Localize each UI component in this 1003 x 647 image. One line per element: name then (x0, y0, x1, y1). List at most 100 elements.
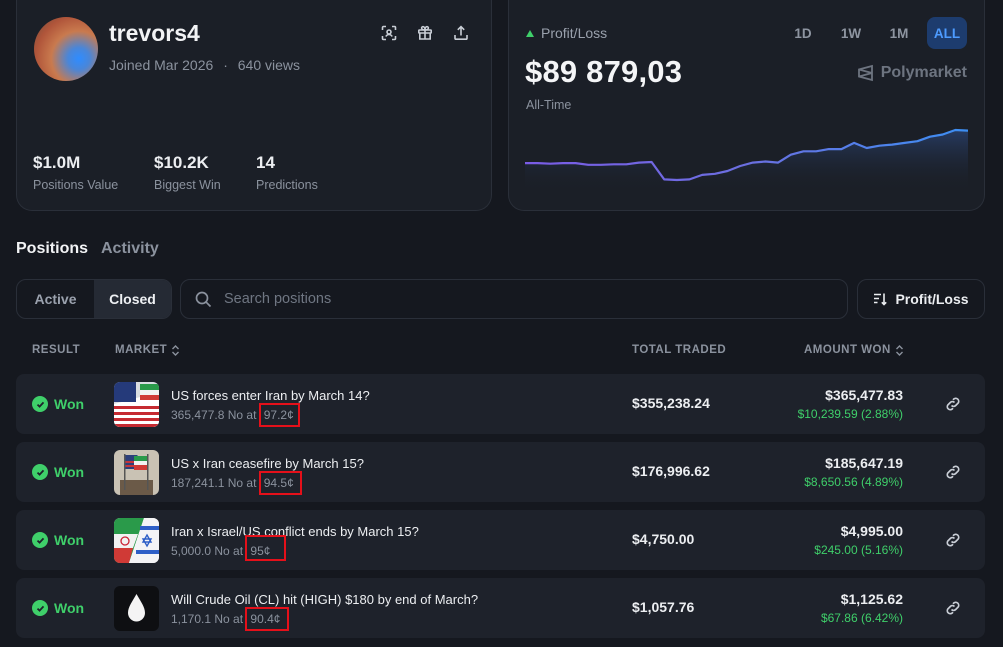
entry-price: 97.2¢ (258, 403, 300, 427)
position-detail: 187,241.1 No at 94.5¢ (171, 471, 302, 495)
total-traded: $4,750.00 (632, 531, 695, 547)
header-total-traded: TOTAL TRADED (632, 344, 727, 356)
profit-gain: $245.00 (5.16%) (814, 543, 903, 557)
result-won: Won (32, 396, 84, 412)
amount-won: $4,995.00 (840, 523, 903, 539)
range-1w[interactable]: 1W (840, 25, 862, 41)
pnl-card: Profit/Loss $89 879,03 All-Time 1D 1W 1M… (508, 0, 985, 211)
pnl-line (525, 128, 968, 182)
pnl-period: All-Time (526, 98, 572, 112)
highlight-box (258, 403, 300, 427)
username: trevors4 (109, 20, 200, 46)
amount-won: $185,647.19 (825, 455, 903, 471)
range-1m[interactable]: 1M (889, 25, 909, 41)
profit-gain: $8,650.56 (4.89%) (804, 475, 903, 489)
market-title[interactable]: Will Crude Oil (CL) hit (HIGH) $180 by e… (171, 592, 479, 607)
result-label: Won (54, 532, 85, 548)
link-icon[interactable] (944, 463, 962, 481)
scan-icon[interactable] (378, 22, 400, 44)
search-icon (195, 291, 212, 307)
highlight-box (245, 535, 287, 561)
stat-positions-value: $1.0M Positions Value (33, 153, 118, 192)
entry-price: 95¢ (245, 535, 287, 561)
share-count: 187,241.1 No at (171, 476, 257, 490)
sort-label: Profit/Loss (895, 291, 969, 307)
range-all[interactable]: ALL (927, 17, 967, 49)
link-icon[interactable] (944, 395, 962, 413)
tab-activity[interactable]: Activity (101, 240, 159, 257)
pnl-area (525, 130, 968, 192)
amount-won: $1,125.62 (840, 591, 903, 607)
market-thumbnail (114, 518, 159, 563)
polymarket-brand: Polymarket (857, 64, 967, 82)
market-title[interactable]: US x Iran ceasefire by March 15? (171, 456, 364, 471)
pnl-value: $89 879,03 (525, 54, 683, 89)
gift-icon[interactable] (414, 22, 436, 44)
sort-profit-loss-button[interactable]: Profit/Loss (857, 279, 985, 319)
stat-value: 14 (256, 153, 275, 172)
sort-icon (874, 293, 888, 306)
total-traded: $355,238.24 (632, 395, 710, 411)
sort-updown-icon (172, 344, 180, 356)
status-filter: Active Closed (16, 279, 172, 319)
profile-meta: Joined Mar 2026 · 640 views (109, 57, 300, 73)
table-row[interactable]: Won Will Crude Oil (CL) hit (HIGH) $180 … (16, 578, 985, 638)
stat-label: Predictions (256, 178, 318, 192)
table-row[interactable]: Won US forces enter Iran by March 14? 36… (16, 374, 985, 434)
check-circle-icon (32, 532, 48, 548)
link-icon[interactable] (944, 599, 962, 617)
share-count: 365,477.8 No at (171, 408, 257, 422)
position-detail: 365,477.8 No at 97.2¢ (171, 403, 300, 427)
stat-label: Positions Value (33, 178, 119, 192)
result-label: Won (54, 396, 85, 412)
highlight-box (258, 471, 302, 495)
up-triangle-icon (526, 29, 534, 37)
pnl-chart (525, 128, 968, 192)
range-1d[interactable]: 1D (794, 25, 812, 41)
check-circle-icon (32, 396, 48, 412)
market-title[interactable]: US forces enter Iran by March 14? (171, 388, 370, 403)
sort-updown-icon (895, 344, 903, 356)
result-won: Won (32, 600, 84, 616)
avatar[interactable] (34, 17, 98, 81)
link-icon[interactable] (944, 531, 962, 549)
check-circle-icon (32, 464, 48, 480)
stat-value: $10.2K (154, 153, 209, 172)
stat-label: Biggest Win (154, 178, 221, 192)
stat-predictions: 14 Predictions (256, 153, 318, 192)
views-count: 640 views (237, 57, 301, 73)
result-won: Won (32, 532, 84, 548)
profit-gain: $67.86 (6.42%) (820, 611, 903, 625)
profit-gain: $10,239.59 (2.88%) (797, 407, 903, 421)
table-row[interactable]: Won Iran x Israel/US conflict ends by Ma… (16, 510, 985, 570)
header-amount-won[interactable]: AMOUNT WON (804, 344, 904, 356)
meta-separator: · (223, 57, 228, 73)
joined-date: Joined Mar 2026 (109, 57, 214, 73)
total-traded: $1,057.76 (632, 599, 695, 615)
market-title[interactable]: Iran x Israel/US conflict ends by March … (171, 524, 419, 539)
pnl-label: Profit/Loss (526, 25, 607, 41)
entry-price: 90.4¢ (245, 607, 290, 631)
filter-active[interactable]: Active (34, 291, 77, 307)
polymarket-logo-icon (857, 64, 873, 82)
header-result: RESULT (32, 344, 81, 356)
stat-value: $1.0M (33, 153, 81, 172)
share-count: 5,000.0 No at (171, 544, 244, 558)
pnl-label-text: Profit/Loss (541, 25, 608, 41)
result-won: Won (32, 464, 84, 480)
position-detail: 5,000.0 No at 95¢ (171, 535, 287, 561)
filter-closed[interactable]: Closed (94, 280, 171, 318)
table-row[interactable]: Won US x Iran ceasefire by March 15? 187… (16, 442, 985, 502)
total-traded: $176,996.62 (632, 463, 710, 479)
stat-biggest-win: $10.2K Biggest Win (154, 153, 221, 192)
search-box[interactable]: Search positions (180, 279, 848, 319)
tab-positions[interactable]: Positions (16, 240, 89, 257)
oil-drop-icon (114, 586, 159, 631)
share-icon[interactable] (450, 22, 472, 44)
check-circle-icon (32, 600, 48, 616)
header-market[interactable]: MARKET (115, 344, 180, 356)
search-input[interactable]: Search positions (224, 291, 332, 307)
share-count: 1,170.1 No at (171, 612, 244, 626)
highlight-box (245, 607, 290, 631)
market-thumbnail (114, 382, 159, 427)
